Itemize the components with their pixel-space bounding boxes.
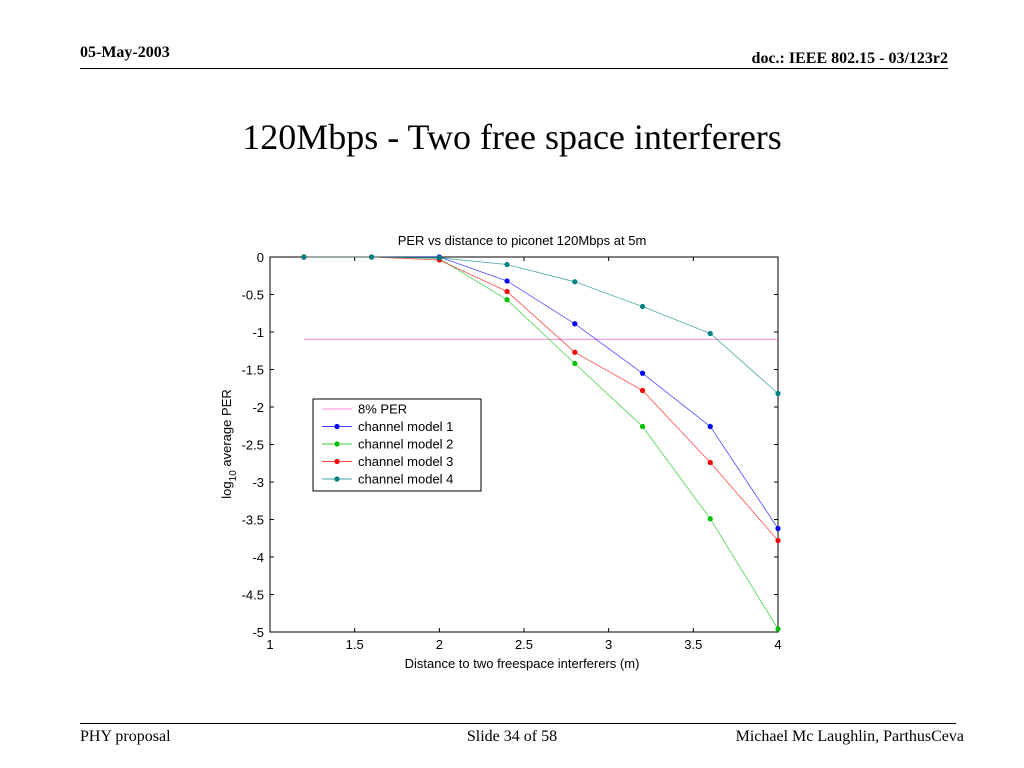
legend-marker: [334, 423, 340, 430]
data-point-series-2: [504, 297, 510, 303]
legend-label: channel model 4: [358, 472, 453, 487]
data-point-series-2: [707, 516, 713, 522]
y-axis-label-log: log: [219, 481, 234, 498]
data-point-series-2: [639, 423, 646, 430]
y-tick-label: -3: [252, 475, 264, 490]
x-tick-label: 2: [436, 637, 443, 652]
x-tick-label: 2.5: [515, 637, 533, 652]
data-point-series-4: [639, 303, 646, 310]
y-tick-label: -3.5: [242, 513, 264, 528]
footer-left: PHY proposal: [80, 728, 171, 745]
y-tick-label: -0.5: [242, 288, 264, 303]
y-tick-label: 0: [257, 250, 264, 265]
slide-title: 120Mbps - Two free space interferers: [242, 117, 782, 157]
data-point-series-1: [572, 321, 578, 327]
x-tick-label: 3.5: [684, 637, 702, 652]
y-axis-label-subscript: 10: [228, 470, 239, 482]
y-axis-label: log10 average PER: [219, 389, 239, 498]
header-doc-id: doc.: IEEE 802.15 - 03/123r2: [751, 50, 948, 67]
y-tick-label: -2: [252, 400, 264, 415]
axis-ticks: [269, 256, 779, 633]
chart-legend: 8% PER channel model 1 channel model 2 chan…: [312, 398, 482, 492]
data-point-series-3: [639, 387, 646, 394]
header-rule: [80, 68, 948, 69]
data-point-series-4: [301, 254, 307, 260]
footer-rule: [80, 723, 956, 724]
legend-marker: [334, 441, 340, 447]
y-tick-label: -2.5: [242, 438, 264, 453]
footer-author: Michael Mc Laughlin, ParthusCeva: [735, 728, 964, 745]
footer-slide-number: Slide 34 of 58: [466, 728, 558, 745]
chart-title: PER vs distance to piconet 120Mbps at 5m: [398, 233, 647, 248]
legend-marker: [334, 458, 340, 465]
legend-label: 8% PER: [358, 402, 407, 417]
series-points: [301, 254, 781, 632]
data-point-series-3: [775, 537, 781, 544]
data-point-series-1: [775, 525, 781, 532]
data-point-series-2: [775, 626, 781, 632]
data-point-series-3: [572, 349, 578, 355]
data-point-series-1: [504, 278, 510, 284]
legend-marker: [334, 476, 340, 482]
data-point-series-4: [707, 330, 713, 337]
x-tick-labels: 1 1.5 2 2.5 3 3.5 4: [266, 637, 781, 652]
y-tick-label: -5: [252, 625, 264, 640]
legend-label: channel model 2: [358, 437, 453, 452]
header-date: 05-May-2003: [80, 44, 170, 61]
data-point-series-1: [707, 423, 713, 430]
x-tick-label: 1.5: [346, 637, 364, 652]
x-tick-label: 1: [266, 637, 273, 652]
series-lines: [303, 256, 779, 630]
y-tick-label: -1.5: [242, 363, 264, 378]
data-point-series-2: [572, 360, 578, 367]
data-point-series-4: [436, 255, 442, 261]
data-point-series-4: [369, 254, 375, 260]
series-line-4: [303, 256, 779, 394]
x-tick-label: 4: [774, 637, 781, 652]
y-tick-labels: 0 -0.5 -1 -1.5 -2 -2.5 -3 -3.5 -4 -4.5 -5: [242, 250, 264, 640]
legend-label: channel model 1: [358, 419, 453, 434]
y-tick-label: -4: [252, 550, 264, 565]
data-point-series-3: [707, 459, 713, 466]
y-tick-label: -1: [252, 325, 264, 340]
data-point-series-4: [572, 279, 578, 285]
y-axis-label-text: average PER: [219, 389, 234, 470]
legend-box: [312, 398, 482, 492]
data-point-series-4: [775, 390, 781, 397]
data-point-series-1: [639, 370, 646, 376]
legend-label: channel model 3: [358, 454, 453, 469]
x-axis-label: Distance to two freespace interferers (m…: [405, 656, 640, 671]
data-point-series-3: [504, 288, 510, 295]
data-point-series-4: [504, 261, 510, 268]
y-tick-label: -4.5: [242, 588, 264, 603]
x-tick-label: 3: [605, 637, 612, 652]
